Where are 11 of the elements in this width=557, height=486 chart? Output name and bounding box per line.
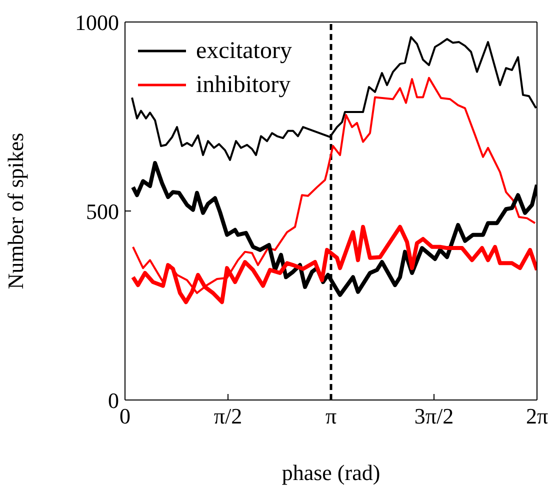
y-tick-label: 500 bbox=[86, 198, 119, 224]
y-axis-title: Number of spikes bbox=[2, 132, 28, 290]
legend-label: excitatory bbox=[196, 37, 292, 66]
y-tick-label: 1000 bbox=[75, 10, 119, 35]
x-tick-label: π bbox=[325, 404, 337, 429]
x-axis-title: phase (rad) bbox=[282, 460, 380, 485]
x-tick-label: π/2 bbox=[214, 404, 242, 429]
legend-label: inhibitory bbox=[196, 71, 291, 100]
y-tick-label: 0 bbox=[108, 388, 119, 413]
x-tick-label: 2π bbox=[526, 404, 548, 429]
x-tick-label: 3π/2 bbox=[414, 404, 454, 429]
